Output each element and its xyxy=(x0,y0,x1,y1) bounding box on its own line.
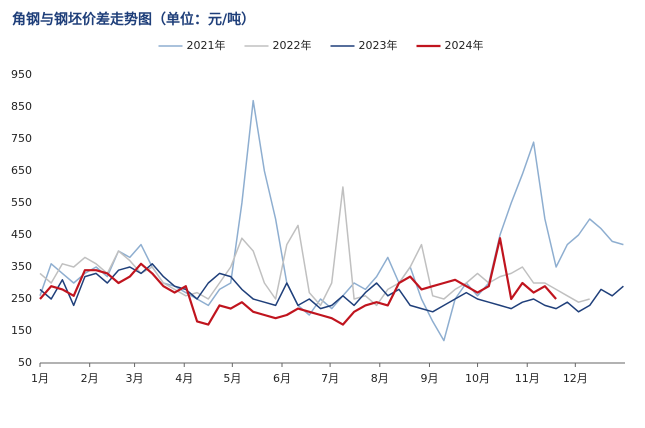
y-tick-label: 450 xyxy=(11,228,32,241)
series-line xyxy=(39,99,624,342)
x-tick-label: 10月 xyxy=(465,372,490,385)
series-line xyxy=(39,263,624,313)
x-tick-label: 6月 xyxy=(273,372,291,385)
x-tick-label: 9月 xyxy=(420,372,438,385)
x-tick-label: 11月 xyxy=(515,372,540,385)
y-tick-label: 150 xyxy=(11,324,32,337)
y-tick-label: 750 xyxy=(11,132,32,145)
y-tick-label: 350 xyxy=(11,260,32,273)
legend-label: 2023年 xyxy=(359,38,398,52)
legend-label: 2021年 xyxy=(187,38,226,52)
x-tick-label: 3月 xyxy=(126,372,144,385)
y-tick-label: 850 xyxy=(11,100,32,113)
y-tick-label: 650 xyxy=(11,164,32,177)
y-tick-label: 50 xyxy=(18,356,32,369)
y-tick-label: 550 xyxy=(11,196,32,209)
x-tick-label: 2月 xyxy=(81,372,99,385)
y-tick-label: 950 xyxy=(11,68,32,81)
legend-label: 2024年 xyxy=(445,38,484,52)
x-tick-label: 8月 xyxy=(371,372,389,385)
x-tick-label: 4月 xyxy=(175,372,193,385)
x-tick-label: 1月 xyxy=(31,372,49,385)
series-line xyxy=(39,237,557,326)
legend-label: 2022年 xyxy=(273,38,312,52)
chart-title: 角钢与钢坯价差走势图（单位：元/吨） xyxy=(12,11,255,28)
series-line xyxy=(39,186,590,307)
y-tick-label: 250 xyxy=(11,292,32,305)
x-tick-label: 7月 xyxy=(321,372,339,385)
x-tick-label: 12月 xyxy=(563,372,588,385)
x-tick-label: 5月 xyxy=(223,372,241,385)
